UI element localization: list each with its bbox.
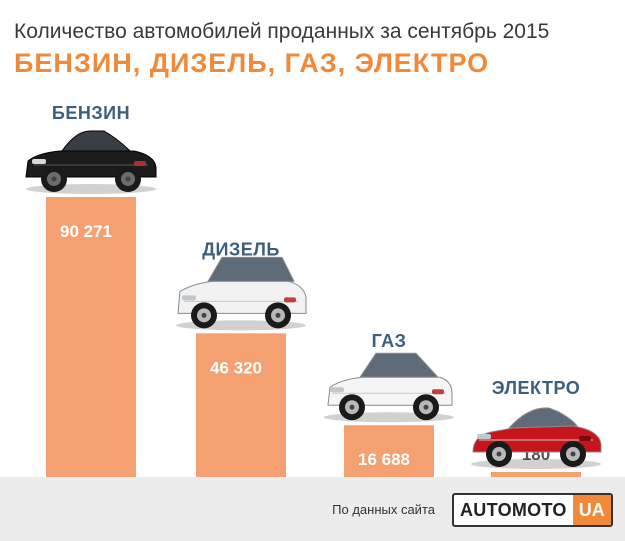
bar-2 <box>196 333 286 477</box>
sedan-car-icon <box>25 130 157 194</box>
sports-car-icon <box>471 407 602 469</box>
compact-car-icon <box>324 352 454 423</box>
bar-1 <box>46 197 136 477</box>
bar-4 <box>491 472 581 477</box>
category-label-3: ГАЗ <box>372 331 407 351</box>
value-label-2: 46 320 <box>210 358 262 377</box>
automoto-logo[interactable]: AUTOMOTO UA <box>452 493 613 527</box>
source-text: По данных сайта <box>332 502 435 517</box>
footer: По данных сайта AUTOMOTO UA <box>0 477 625 541</box>
bar-3 <box>344 425 434 477</box>
logo-ua-badge: UA <box>572 495 611 525</box>
page-subtitle: БЕНЗИН, ДИЗЕЛЬ, ГАЗ, ЭЛЕКТРО <box>14 48 490 78</box>
value-label-1: 90 271 <box>60 222 112 241</box>
value-label-3: 16 688 <box>358 450 410 469</box>
page-title: Количество автомобилей проданных за сент… <box>14 20 550 43</box>
category-label-1: БЕНЗИН <box>52 103 130 123</box>
suv-car-icon <box>176 256 307 331</box>
logo-main-text: AUTOMOTO <box>460 500 567 520</box>
category-label-4: ЭЛЕКТРО <box>492 378 580 398</box>
category-label-2: ДИЗЕЛЬ <box>202 239 280 259</box>
